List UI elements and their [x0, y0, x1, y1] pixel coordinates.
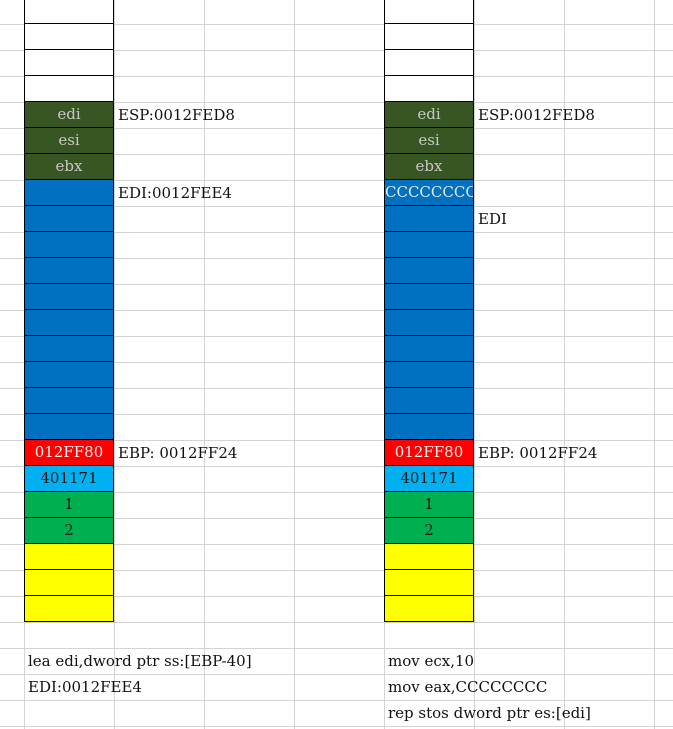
code-line-edi-value: EDI:0012FEE4: [28, 678, 142, 696]
stack-cell-local: [24, 336, 114, 362]
stack-cell-local: [384, 310, 474, 336]
stack-cell-saved-ebx: ebx: [384, 154, 474, 180]
stack-cell-empty: [384, 76, 474, 102]
stack-cell-saved-esi: esi: [24, 128, 114, 154]
stack-cell-arg: 1: [24, 492, 114, 518]
stack-cell-local: [24, 388, 114, 414]
stack-cell-empty: [24, 0, 114, 24]
stack-cell-caller: [24, 596, 114, 622]
stack-cell-local: [384, 258, 474, 284]
stack-cell-arg: 1: [384, 492, 474, 518]
stack-cell-empty: [24, 76, 114, 102]
stack-cell-local: [24, 258, 114, 284]
stack-cell-empty: [384, 50, 474, 76]
stack-cell-local: [384, 414, 474, 440]
stack-cell-arg: 2: [384, 518, 474, 544]
stack-cell-local: [24, 232, 114, 258]
stack-cell-local: [24, 206, 114, 232]
stack-cell-local: [24, 414, 114, 440]
stack-cell-empty: [24, 24, 114, 50]
stack-cell-filled: CCCCCCCC: [384, 180, 474, 206]
code-line-rep-stos: rep stos dword ptr es:[edi]: [388, 704, 591, 722]
stack-cell-local: [384, 284, 474, 310]
stack-cell-return-address: 401171: [24, 466, 114, 492]
stack-cell-local: [24, 180, 114, 206]
right-ebp-label: EBP: 0012FF24: [478, 444, 598, 462]
stack-cell-caller: [24, 544, 114, 570]
stack-cell-local: [384, 206, 474, 232]
stack-cell-caller: [384, 544, 474, 570]
right-stack: edi esi ebx CCCCCCCC 012FF80 401171 1 2: [384, 0, 474, 622]
stack-cell-local: [24, 284, 114, 310]
stack-cell-local: [384, 362, 474, 388]
code-line-mov-eax: mov eax,CCCCCCCC: [388, 678, 548, 696]
stack-cell-saved-ebp: 012FF80: [384, 440, 474, 466]
stack-cell-saved-ebp: 012FF80: [24, 440, 114, 466]
stack-cell-caller: [24, 570, 114, 596]
stack-cell-empty: [384, 24, 474, 50]
stack-cell-local: [384, 336, 474, 362]
stack-cell-return-address: 401171: [384, 466, 474, 492]
stack-cell-saved-edi: edi: [24, 102, 114, 128]
code-line-mov-ecx: mov ecx,10: [388, 652, 475, 670]
stack-cell-local: [24, 362, 114, 388]
stack-cell-caller: [384, 570, 474, 596]
stack-cell-empty: [24, 50, 114, 76]
stack-cell-saved-edi: edi: [384, 102, 474, 128]
left-edi-label: EDI:0012FEE4: [118, 184, 232, 202]
stack-cell-local: [24, 310, 114, 336]
left-ebp-label: EBP: 0012FF24: [118, 444, 238, 462]
stack-cell-saved-esi: esi: [384, 128, 474, 154]
stack-cell-local: [384, 388, 474, 414]
left-esp-label: ESP:0012FED8: [118, 106, 235, 124]
stack-cell-arg: 2: [24, 518, 114, 544]
stack-cell-empty: [384, 0, 474, 24]
stack-cell-saved-ebx: ebx: [24, 154, 114, 180]
code-line-lea: lea edi,dword ptr ss:[EBP-40]: [28, 652, 252, 670]
left-stack: edi esi ebx 012FF80 401171 1 2: [24, 0, 114, 622]
stack-cell-local: [384, 232, 474, 258]
right-esp-label: ESP:0012FED8: [478, 106, 595, 124]
right-edi-label: EDI: [478, 210, 507, 228]
stack-cell-caller: [384, 596, 474, 622]
